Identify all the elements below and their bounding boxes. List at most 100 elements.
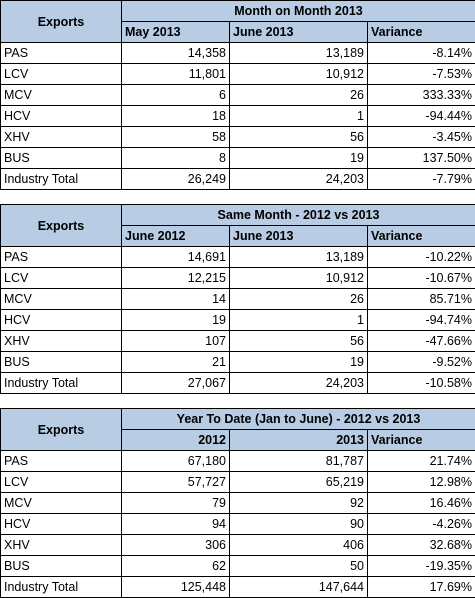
variance-cell: -4.26%	[368, 514, 475, 535]
value-cell: 8	[122, 148, 230, 169]
value-cell: 10,912	[230, 64, 368, 85]
variance-cell: -47.66%	[368, 331, 475, 352]
table-title: Same Month - 2012 vs 2013	[122, 205, 475, 226]
row-label: LCV	[1, 472, 122, 493]
value-cell: 94	[122, 514, 230, 535]
value-cell: 14,358	[122, 43, 230, 64]
value-cell: 13,189	[230, 247, 368, 268]
variance-cell: 85.71%	[368, 289, 475, 310]
value-cell: 1	[230, 106, 368, 127]
row-label: BUS	[1, 352, 122, 373]
variance-cell: -10.22%	[368, 247, 475, 268]
value-cell: 56	[230, 127, 368, 148]
value-cell: 306	[122, 535, 230, 556]
value-cell: 58	[122, 127, 230, 148]
variance-cell: 32.68%	[368, 535, 475, 556]
variance-cell: 12.98%	[368, 472, 475, 493]
row-label: Industry Total	[1, 577, 122, 598]
column-header: June 2013	[230, 226, 368, 247]
variance-cell: -7.79%	[368, 169, 475, 190]
value-cell: 27,067	[122, 373, 230, 394]
variance-cell: -94.44%	[368, 106, 475, 127]
table-title: Year To Date (Jan to June) - 2012 vs 201…	[122, 409, 475, 430]
row-label: MCV	[1, 493, 122, 514]
variance-cell: -7.53%	[368, 64, 475, 85]
value-cell: 11,801	[122, 64, 230, 85]
exports-header: Exports	[1, 1, 122, 43]
row-label: HCV	[1, 310, 122, 331]
row-label: BUS	[1, 556, 122, 577]
row-label: Industry Total	[1, 373, 122, 394]
row-label: PAS	[1, 43, 122, 64]
column-header: June 2013	[230, 22, 368, 43]
value-cell: 107	[122, 331, 230, 352]
value-cell: 81,787	[230, 451, 368, 472]
row-label: BUS	[1, 148, 122, 169]
value-cell: 19	[230, 148, 368, 169]
value-cell: 147,644	[230, 577, 368, 598]
row-label: Industry Total	[1, 169, 122, 190]
value-cell: 10,912	[230, 268, 368, 289]
variance-cell: -10.58%	[368, 373, 475, 394]
variance-cell: -19.35%	[368, 556, 475, 577]
value-cell: 57,727	[122, 472, 230, 493]
value-cell: 12,215	[122, 268, 230, 289]
column-header: June 2012	[122, 226, 230, 247]
row-label: HCV	[1, 106, 122, 127]
row-label: XHV	[1, 331, 122, 352]
value-cell: 24,203	[230, 169, 368, 190]
value-cell: 56	[230, 331, 368, 352]
row-label: MCV	[1, 85, 122, 106]
value-cell: 90	[230, 514, 368, 535]
variance-cell: -94.74%	[368, 310, 475, 331]
value-cell: 26	[230, 289, 368, 310]
variance-cell: 21.74%	[368, 451, 475, 472]
variance-cell: 333.33%	[368, 85, 475, 106]
variance-cell: 16.46%	[368, 493, 475, 514]
row-label: LCV	[1, 268, 122, 289]
row-label: PAS	[1, 451, 122, 472]
row-label: MCV	[1, 289, 122, 310]
variance-cell: 137.50%	[368, 148, 475, 169]
row-label: XHV	[1, 127, 122, 148]
value-cell: 125,448	[122, 577, 230, 598]
value-cell: 92	[230, 493, 368, 514]
value-cell: 13,189	[230, 43, 368, 64]
value-cell: 62	[122, 556, 230, 577]
value-cell: 406	[230, 535, 368, 556]
row-label: HCV	[1, 514, 122, 535]
value-cell: 19	[122, 310, 230, 331]
row-label: PAS	[1, 247, 122, 268]
variance-cell: -3.45%	[368, 127, 475, 148]
value-cell: 1	[230, 310, 368, 331]
exports-header: Exports	[1, 409, 122, 451]
value-cell: 14,691	[122, 247, 230, 268]
exports-header: Exports	[1, 205, 122, 247]
value-cell: 6	[122, 85, 230, 106]
value-cell: 19	[230, 352, 368, 373]
variance-cell: -10.67%	[368, 268, 475, 289]
column-header: Variance	[368, 22, 475, 43]
variance-cell: -8.14%	[368, 43, 475, 64]
